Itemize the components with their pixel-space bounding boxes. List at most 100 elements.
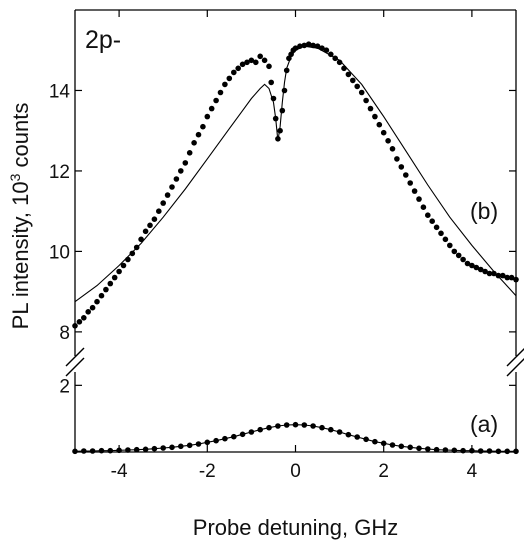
data-point bbox=[222, 435, 228, 442]
data-point bbox=[239, 431, 246, 438]
data-point bbox=[85, 309, 91, 315]
data-point bbox=[469, 447, 475, 454]
y-tick-label: 2 bbox=[59, 376, 70, 397]
x-tick-label: 2 bbox=[378, 461, 389, 482]
data-point bbox=[89, 304, 96, 311]
data-point bbox=[394, 156, 400, 162]
data-point bbox=[288, 51, 294, 58]
data-point bbox=[455, 252, 462, 259]
axis-break-gap bbox=[72, 356, 78, 372]
data-point bbox=[164, 192, 171, 198]
data-point bbox=[89, 448, 96, 454]
data-point bbox=[186, 442, 193, 449]
data-point bbox=[328, 51, 334, 58]
data-point bbox=[367, 105, 374, 112]
data-point bbox=[169, 444, 175, 451]
x-tick-label: 0 bbox=[290, 461, 301, 482]
data-point bbox=[275, 423, 281, 429]
data-point bbox=[477, 266, 484, 273]
data-point bbox=[460, 447, 466, 454]
data-point bbox=[354, 83, 361, 90]
data-point bbox=[301, 422, 308, 428]
data-point bbox=[345, 71, 352, 78]
data-point bbox=[213, 97, 219, 104]
data-point bbox=[98, 447, 105, 454]
panel-title: 2p- bbox=[85, 26, 121, 54]
data-point bbox=[151, 216, 158, 222]
data-point bbox=[279, 107, 286, 114]
data-point bbox=[429, 218, 436, 224]
data-point bbox=[81, 448, 87, 454]
data-point bbox=[292, 45, 299, 51]
data-point bbox=[239, 61, 246, 68]
data-point bbox=[486, 448, 493, 454]
data-point bbox=[81, 315, 87, 321]
plot-frame bbox=[74, 9, 517, 453]
y-tick-labels: 8 10 12 14 2 bbox=[49, 81, 71, 397]
data-point bbox=[138, 236, 144, 243]
data-points bbox=[72, 41, 519, 455]
data-point bbox=[191, 140, 197, 146]
data-point bbox=[261, 57, 268, 64]
data-point bbox=[213, 437, 219, 444]
data-point bbox=[482, 268, 488, 275]
data-point bbox=[272, 115, 279, 122]
data-point bbox=[319, 45, 325, 51]
y-axis-label-main: PL intensity, 10 bbox=[8, 181, 33, 329]
data-point bbox=[116, 268, 122, 275]
data-point bbox=[266, 424, 272, 431]
data-point bbox=[129, 250, 136, 257]
data-point bbox=[438, 230, 444, 237]
y-axis-label: PL intensity, 103 counts bbox=[7, 103, 33, 330]
data-point bbox=[94, 298, 100, 305]
data-point bbox=[297, 43, 303, 49]
data-point bbox=[204, 113, 211, 120]
data-point bbox=[336, 59, 343, 66]
data-point bbox=[142, 446, 149, 453]
data-point bbox=[332, 55, 339, 62]
data-point bbox=[248, 429, 255, 435]
data-point bbox=[277, 127, 283, 134]
data-point bbox=[226, 75, 233, 82]
data-point bbox=[398, 443, 405, 450]
data-point bbox=[222, 81, 228, 88]
axis-break-gap bbox=[513, 356, 519, 372]
data-point bbox=[204, 439, 211, 446]
data-point bbox=[336, 429, 343, 435]
data-point bbox=[98, 292, 105, 299]
axis-ticks bbox=[75, 10, 516, 452]
data-point bbox=[363, 436, 369, 443]
data-point bbox=[504, 274, 511, 281]
x-tick-labels: -4 -2 0 2 4 bbox=[111, 461, 478, 482]
panel-label-b: (b) bbox=[470, 198, 498, 224]
data-point bbox=[305, 41, 312, 47]
data-point bbox=[208, 105, 215, 112]
data-point bbox=[160, 445, 166, 451]
data-point bbox=[231, 69, 237, 76]
data-point bbox=[111, 274, 118, 281]
data-point bbox=[372, 113, 378, 120]
axis-break-slash bbox=[65, 357, 85, 377]
data-point bbox=[416, 196, 422, 202]
data-point bbox=[283, 67, 290, 74]
data-point bbox=[178, 443, 184, 450]
y-axis-label-sup: 3 bbox=[7, 173, 23, 181]
data-point bbox=[433, 224, 440, 231]
data-point bbox=[133, 244, 140, 251]
data-point bbox=[407, 444, 414, 451]
data-point bbox=[270, 95, 277, 102]
data-point bbox=[354, 434, 361, 440]
data-point bbox=[301, 42, 308, 49]
data-point bbox=[235, 65, 241, 72]
data-point bbox=[385, 138, 391, 144]
y-axis-label-end: counts bbox=[8, 103, 33, 174]
data-point bbox=[486, 270, 493, 277]
axis-break-slash bbox=[506, 358, 524, 377]
y-tick-label: 8 bbox=[59, 323, 70, 344]
data-point bbox=[186, 150, 193, 156]
data-point bbox=[363, 97, 369, 104]
data-point bbox=[323, 47, 330, 53]
data-point bbox=[376, 121, 383, 128]
data-point bbox=[473, 264, 480, 271]
data-point bbox=[350, 77, 356, 84]
